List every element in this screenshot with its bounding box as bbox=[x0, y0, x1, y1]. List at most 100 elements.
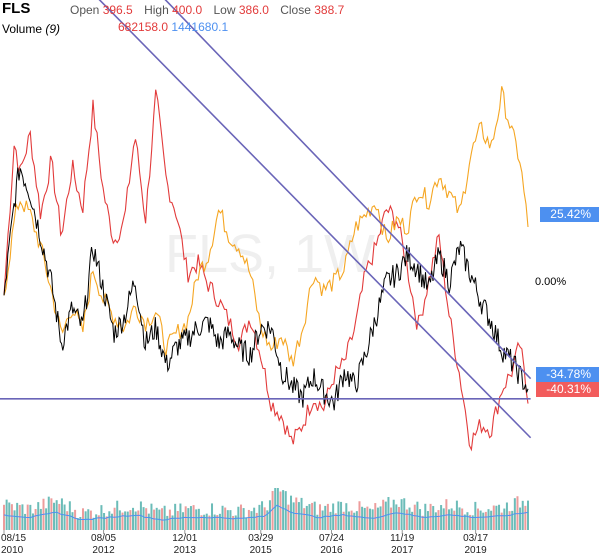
volume-bar bbox=[458, 507, 461, 530]
volume-bar bbox=[318, 504, 321, 530]
orange-series-pct-badge: 25.42% bbox=[540, 207, 599, 222]
volume-bar bbox=[297, 502, 300, 530]
volume-bar bbox=[324, 505, 327, 530]
volume-bar bbox=[245, 517, 248, 530]
volume-bar bbox=[453, 510, 456, 530]
x-tick-label-date: 03/17 bbox=[463, 533, 488, 544]
open-label: Open bbox=[70, 3, 100, 17]
volume-bar bbox=[182, 512, 185, 530]
volume-bar bbox=[463, 514, 466, 530]
volume-bar bbox=[353, 512, 356, 530]
volume-bar bbox=[255, 512, 258, 530]
volume-bar bbox=[203, 514, 206, 530]
volume-bar bbox=[229, 510, 232, 530]
volume-bar bbox=[524, 505, 527, 530]
volume-bar bbox=[10, 504, 13, 530]
volume-bar bbox=[200, 515, 203, 530]
volume-bar bbox=[432, 506, 435, 530]
volume-bar bbox=[195, 509, 198, 530]
volume-bar bbox=[126, 511, 129, 530]
volume-bar bbox=[145, 508, 148, 530]
volume-bar bbox=[121, 512, 124, 530]
volume-bar bbox=[132, 507, 135, 530]
volume-bar bbox=[495, 505, 498, 530]
volume-bar bbox=[97, 515, 100, 530]
volume-bar bbox=[361, 506, 364, 530]
volume-bar bbox=[519, 507, 522, 530]
volume-bar bbox=[79, 516, 82, 530]
volume-bar bbox=[492, 505, 495, 530]
volume-bar bbox=[395, 504, 398, 530]
volume-bar bbox=[208, 515, 211, 530]
volume-bar bbox=[503, 508, 506, 530]
volume-bar bbox=[147, 513, 150, 530]
volume-bar bbox=[168, 509, 171, 530]
volume-bar bbox=[258, 504, 261, 530]
close-value: 388.7 bbox=[314, 3, 345, 17]
volume-bar bbox=[347, 511, 350, 530]
volume-bar bbox=[110, 513, 113, 530]
volume-bar bbox=[305, 505, 308, 530]
volume-bar bbox=[466, 512, 469, 530]
series-pane bbox=[3, 86, 529, 452]
close-label: Close bbox=[280, 3, 311, 17]
volume-bar bbox=[71, 512, 74, 530]
volume-bar bbox=[521, 500, 524, 530]
volume-bar bbox=[290, 495, 293, 530]
x-tick-label-year: 2013 bbox=[174, 545, 197, 556]
volume-bar bbox=[179, 503, 182, 530]
volume-bar bbox=[263, 507, 266, 530]
volume-value-1: 682158.0 bbox=[118, 20, 169, 34]
volume-bar bbox=[490, 510, 493, 530]
volume-bar bbox=[271, 490, 274, 530]
volume-bar bbox=[498, 504, 501, 530]
volume-bar bbox=[334, 513, 337, 530]
volume-bar bbox=[187, 508, 190, 530]
volume-bar bbox=[89, 510, 92, 530]
volume-period: (9) bbox=[45, 22, 61, 36]
volume-bar bbox=[527, 500, 529, 530]
volume-bar bbox=[58, 503, 61, 530]
volume-bar bbox=[471, 515, 474, 530]
volume-bar bbox=[116, 500, 119, 530]
volume-bar bbox=[474, 501, 477, 530]
volume-bar bbox=[405, 509, 408, 530]
volume-bar bbox=[211, 503, 214, 530]
volume-bar bbox=[129, 510, 132, 530]
volume-bar bbox=[450, 508, 453, 530]
volume-bar bbox=[284, 491, 287, 530]
volume-indicator-label: Volume (9) bbox=[2, 22, 60, 36]
ticker-symbol: FLS bbox=[2, 0, 31, 17]
volume-bar bbox=[84, 511, 87, 530]
volume-bar bbox=[103, 513, 106, 530]
volume-bar bbox=[461, 508, 464, 530]
volume-bar bbox=[308, 504, 311, 530]
volume-bar bbox=[382, 499, 385, 530]
volume-bar bbox=[437, 510, 440, 530]
volume-bar bbox=[408, 507, 411, 530]
volume-bar bbox=[326, 503, 329, 530]
volume-bar bbox=[484, 511, 487, 530]
volume-bar bbox=[342, 511, 345, 530]
volume-bar bbox=[374, 503, 377, 530]
volume-bar bbox=[411, 511, 414, 530]
volume-bar bbox=[150, 503, 153, 530]
volume-bar bbox=[369, 508, 372, 530]
volume-bar bbox=[37, 502, 40, 530]
volume-bar bbox=[311, 502, 314, 530]
volume-bar bbox=[266, 510, 269, 530]
x-tick-label-year: 2017 bbox=[391, 545, 414, 556]
volume-bar bbox=[511, 510, 514, 530]
zero-pct-label: 0.00% bbox=[535, 276, 567, 288]
volume-bar bbox=[340, 501, 343, 530]
volume-bar bbox=[160, 508, 163, 530]
volume-bar bbox=[45, 508, 48, 530]
volume-bar bbox=[434, 512, 437, 530]
volume-bar bbox=[363, 507, 366, 530]
volume-bar bbox=[216, 515, 219, 530]
red-series-pct-badge: -40.31% bbox=[536, 382, 599, 397]
volume-bar bbox=[419, 509, 422, 530]
volume-bar bbox=[234, 515, 237, 530]
primary-series-pct-badge: -34.78% bbox=[536, 367, 599, 382]
